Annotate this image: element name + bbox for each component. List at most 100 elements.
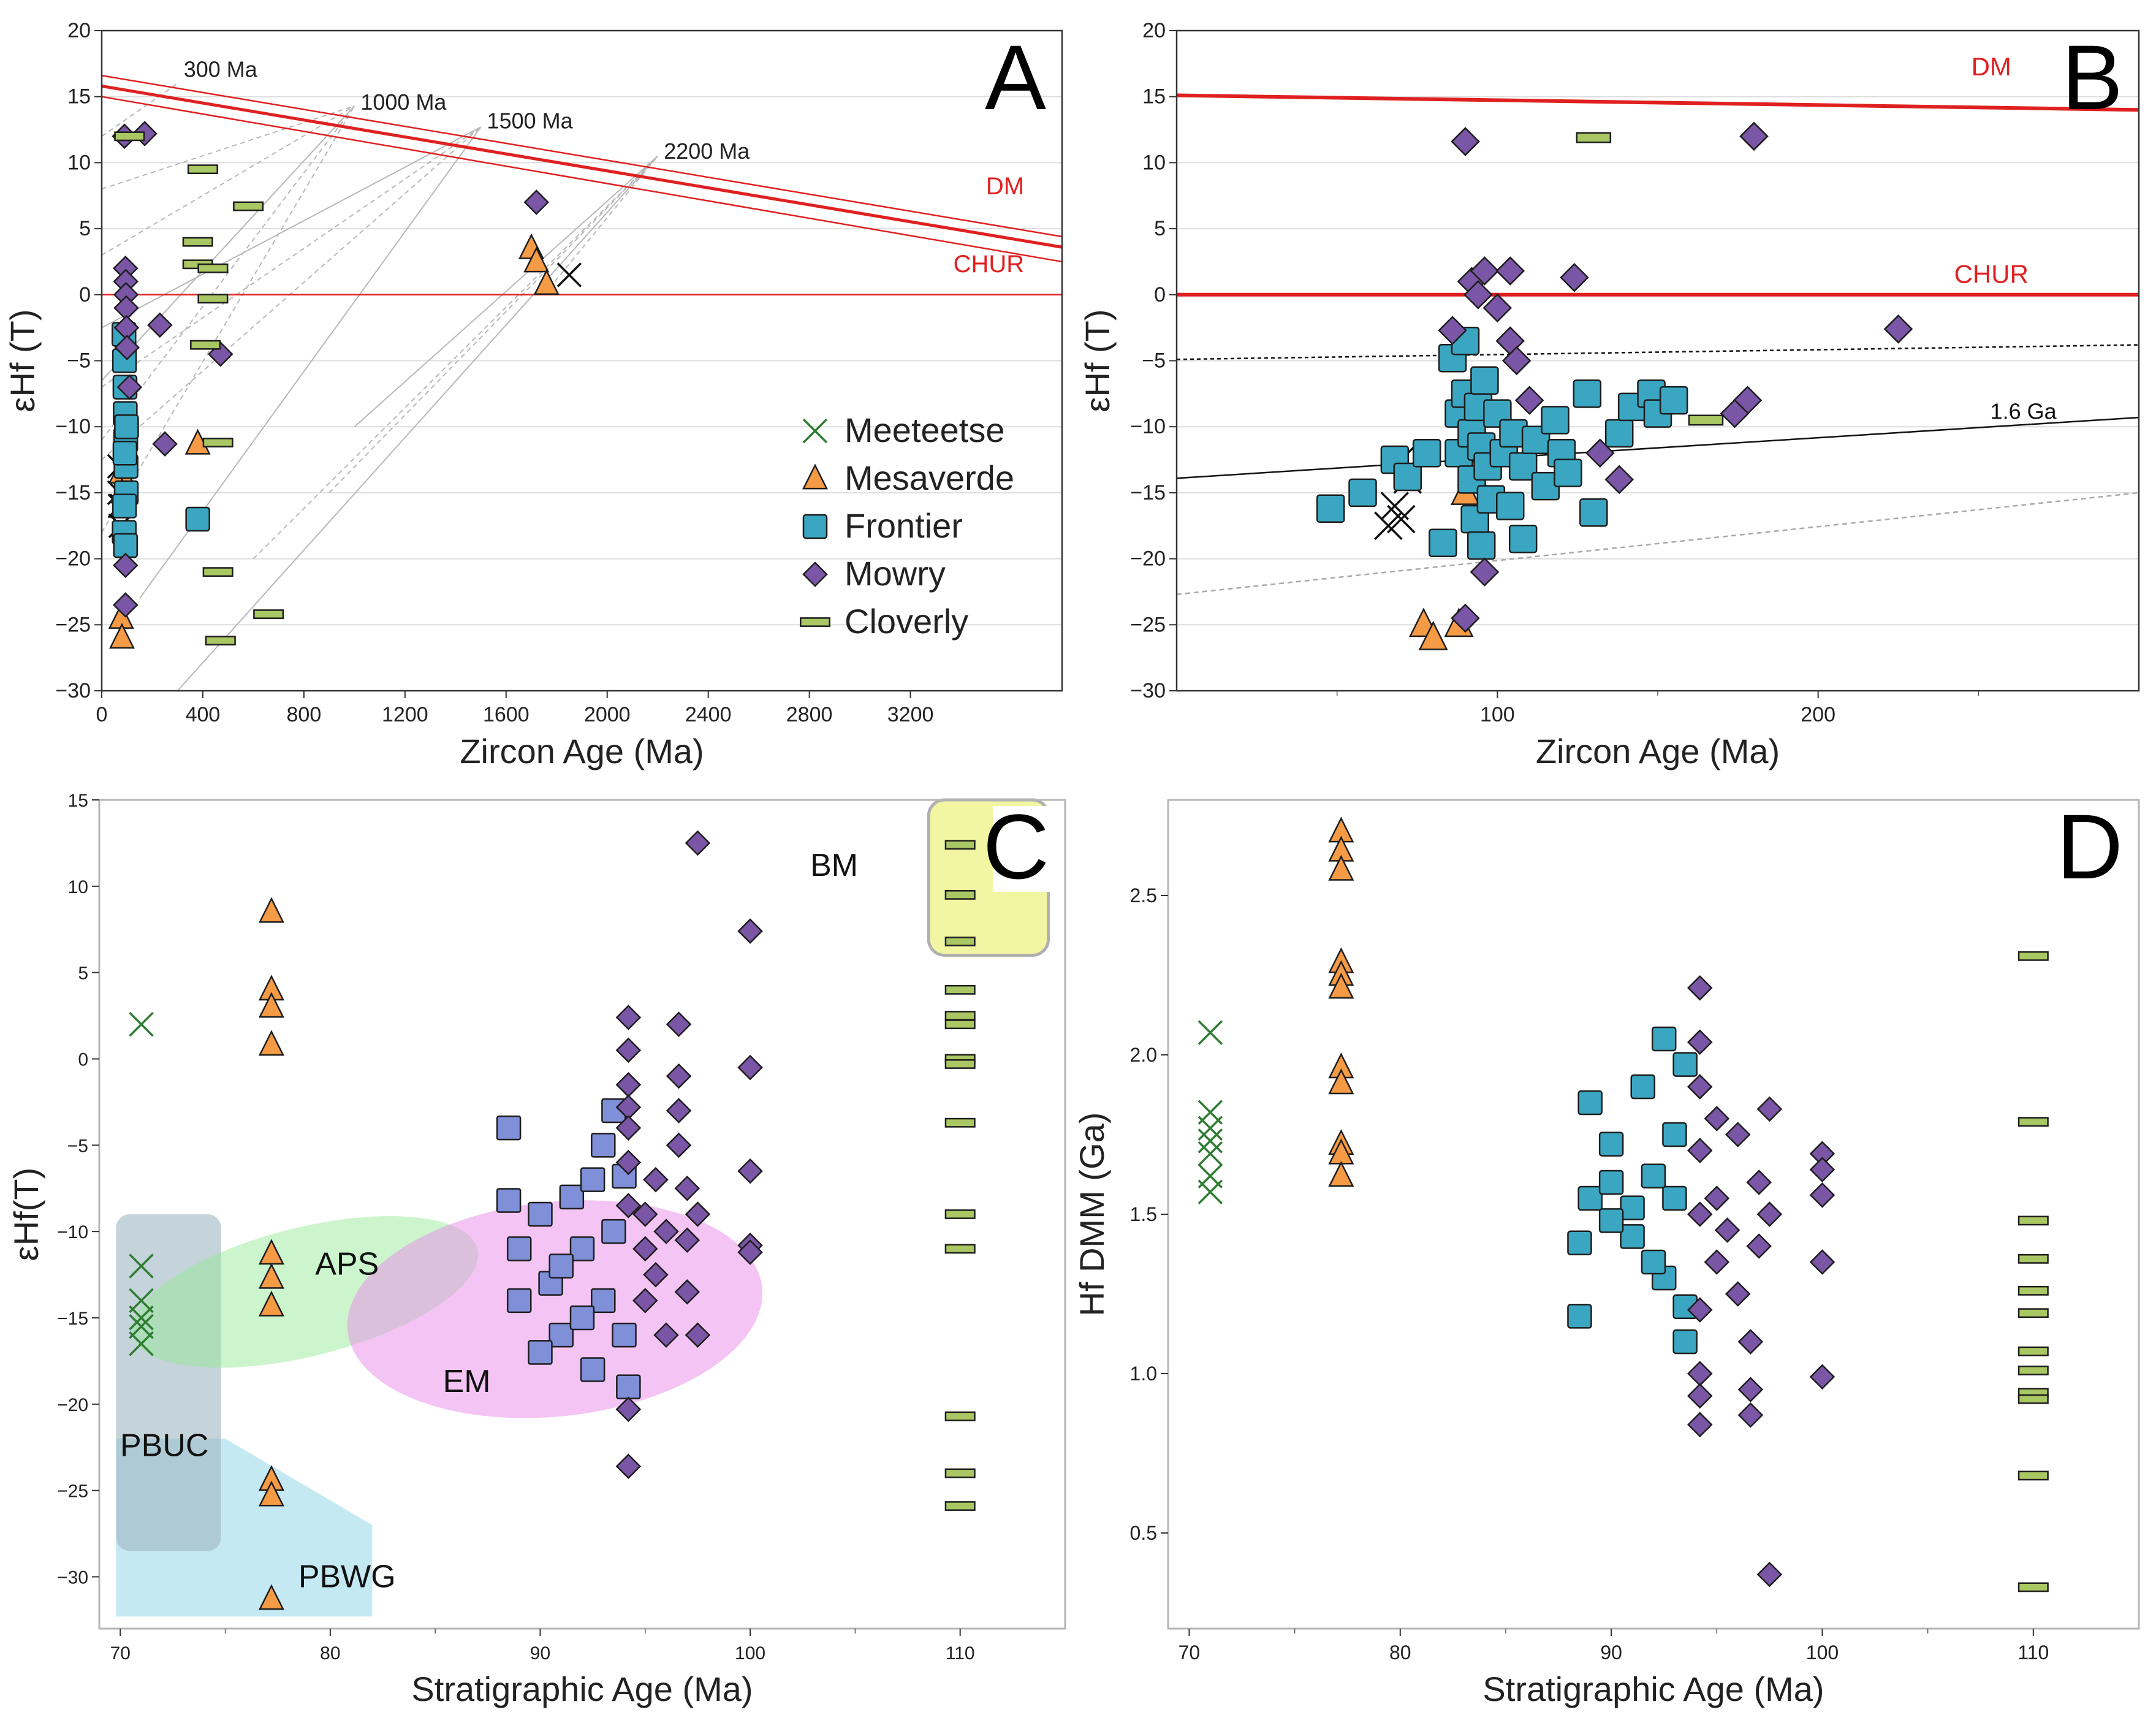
y-tick-label: −25 [55,613,91,636]
evolution-line [101,105,355,190]
dm-lower-line [101,96,1063,263]
y-tick-label: −10 [57,1222,88,1242]
meeteetse-point [129,1305,154,1331]
cloverly-point [944,984,976,995]
mowry-point [615,1453,642,1479]
frontier-point [591,1133,616,1158]
mowry-point [1463,280,1493,310]
x-tick-label: 100 [1480,703,1515,726]
mowry-point [1687,1029,1713,1055]
evolution-line [177,155,658,691]
y-tick-label: −20 [55,547,91,571]
y-tick-label: −5 [67,1136,88,1156]
evolution-line [101,126,482,388]
y-tick-label: −10 [55,415,91,438]
frontier-point [1508,525,1538,553]
frontier-point [580,1357,605,1382]
frontier-point [548,1253,574,1279]
frontier-point [601,1219,626,1244]
y-tick-label: −20 [57,1395,88,1415]
mowry-point [1470,557,1500,587]
mowry-point [615,1071,642,1098]
mesaverde-point [523,246,550,273]
series-cloverly [114,131,284,646]
mesaverde-point [1418,620,1448,650]
mowry-point [1687,1138,1713,1163]
cloverly-point [944,840,976,850]
series-meeteetse [107,262,582,538]
cloverly-point [2017,951,2049,961]
mowry-point [112,552,139,579]
x-axis-label: Zircon Age (Ma) [1536,732,1780,770]
mowry-point [523,189,550,215]
series-mowry [615,830,763,1479]
frontier-point [1662,1185,1687,1211]
panel-b: DM CHUR 1.6 Ga 20 15 10 5 0 −5 −10 −15 −20 −25 −30 100… [1078,19,2140,770]
chur-label: CHUR [954,251,1025,278]
series-meeteetse [1198,1020,1223,1204]
cloverly-point [944,1501,976,1511]
y-axis-label: εHf(T) [7,1168,45,1261]
y-tick-label: 1.0 [1130,1363,1157,1385]
cloverly-point [944,1411,976,1421]
mowry-point [643,1166,669,1193]
region-label-pbuc: PBUC [120,1428,208,1463]
legend: Meeteetse Mesaverde Frontier Mowry Cloverly [800,411,1014,641]
meeteetse-point [1380,492,1410,520]
meeteetse-point [129,1011,154,1037]
frontier-point [1348,478,1377,508]
mesaverde-point [802,463,829,490]
mowry-point [666,1063,692,1089]
age-label: 1500 Ma [487,108,574,133]
mowry-point [147,312,173,338]
mowry-point [1687,1201,1713,1227]
evolution-line [101,126,482,460]
mowry-point [1809,1182,1835,1208]
evolution-line [543,155,658,295]
cloverly-point [944,1011,976,1021]
frontier-point [1470,366,1499,395]
legend-marker [802,561,828,587]
mesaverde-point [258,1290,284,1317]
mowry-point [615,1396,642,1423]
frontier-point [185,506,210,532]
x-tick-label: 800 [287,703,322,726]
mowry-point [1514,386,1544,415]
mowry-point [737,1054,763,1081]
mesaverde-point [258,992,284,1018]
mowry-point [1883,314,1913,344]
mowry-point [666,1098,692,1124]
mowry-point [1725,1122,1751,1147]
x-tick-label: 2000 [584,703,631,726]
frontier-point [1604,419,1634,448]
region-label-bm: BM [810,848,858,883]
mowry-point [1725,1281,1751,1307]
mesaverde-point [258,1584,284,1610]
cloverly-point [2017,1394,2049,1404]
x-tick-label: 110 [946,1643,975,1664]
dm-line [101,85,1063,249]
frontier-point [1630,1074,1656,1100]
dm-label: DM [986,173,1024,200]
frontier-point [1412,439,1441,468]
cloverly-point [187,164,218,175]
cloverly-point [2017,1285,2049,1296]
meeteetse-point [129,1331,154,1356]
age-label: 1000 Ma [360,89,447,115]
mowry-point [737,1158,763,1184]
meeteetse-point [1198,1128,1223,1154]
frontier-point [1662,1122,1687,1147]
x-tick-label: 1200 [382,703,428,726]
panel-letter: A [985,26,1046,129]
frontier-point [1573,379,1602,408]
cloverly-point [114,131,145,142]
frontier-point [612,1322,637,1348]
y-tick-label: 5 [78,964,88,984]
mowry-point [1470,256,1500,286]
evolution-line [101,105,355,381]
legend-marker [800,617,830,627]
frontier-point [569,1305,595,1331]
y-axis-label: Hf DMM (Ga) [1072,1113,1111,1317]
frontier-point [1467,531,1496,560]
mesaverde-point [258,1030,284,1056]
